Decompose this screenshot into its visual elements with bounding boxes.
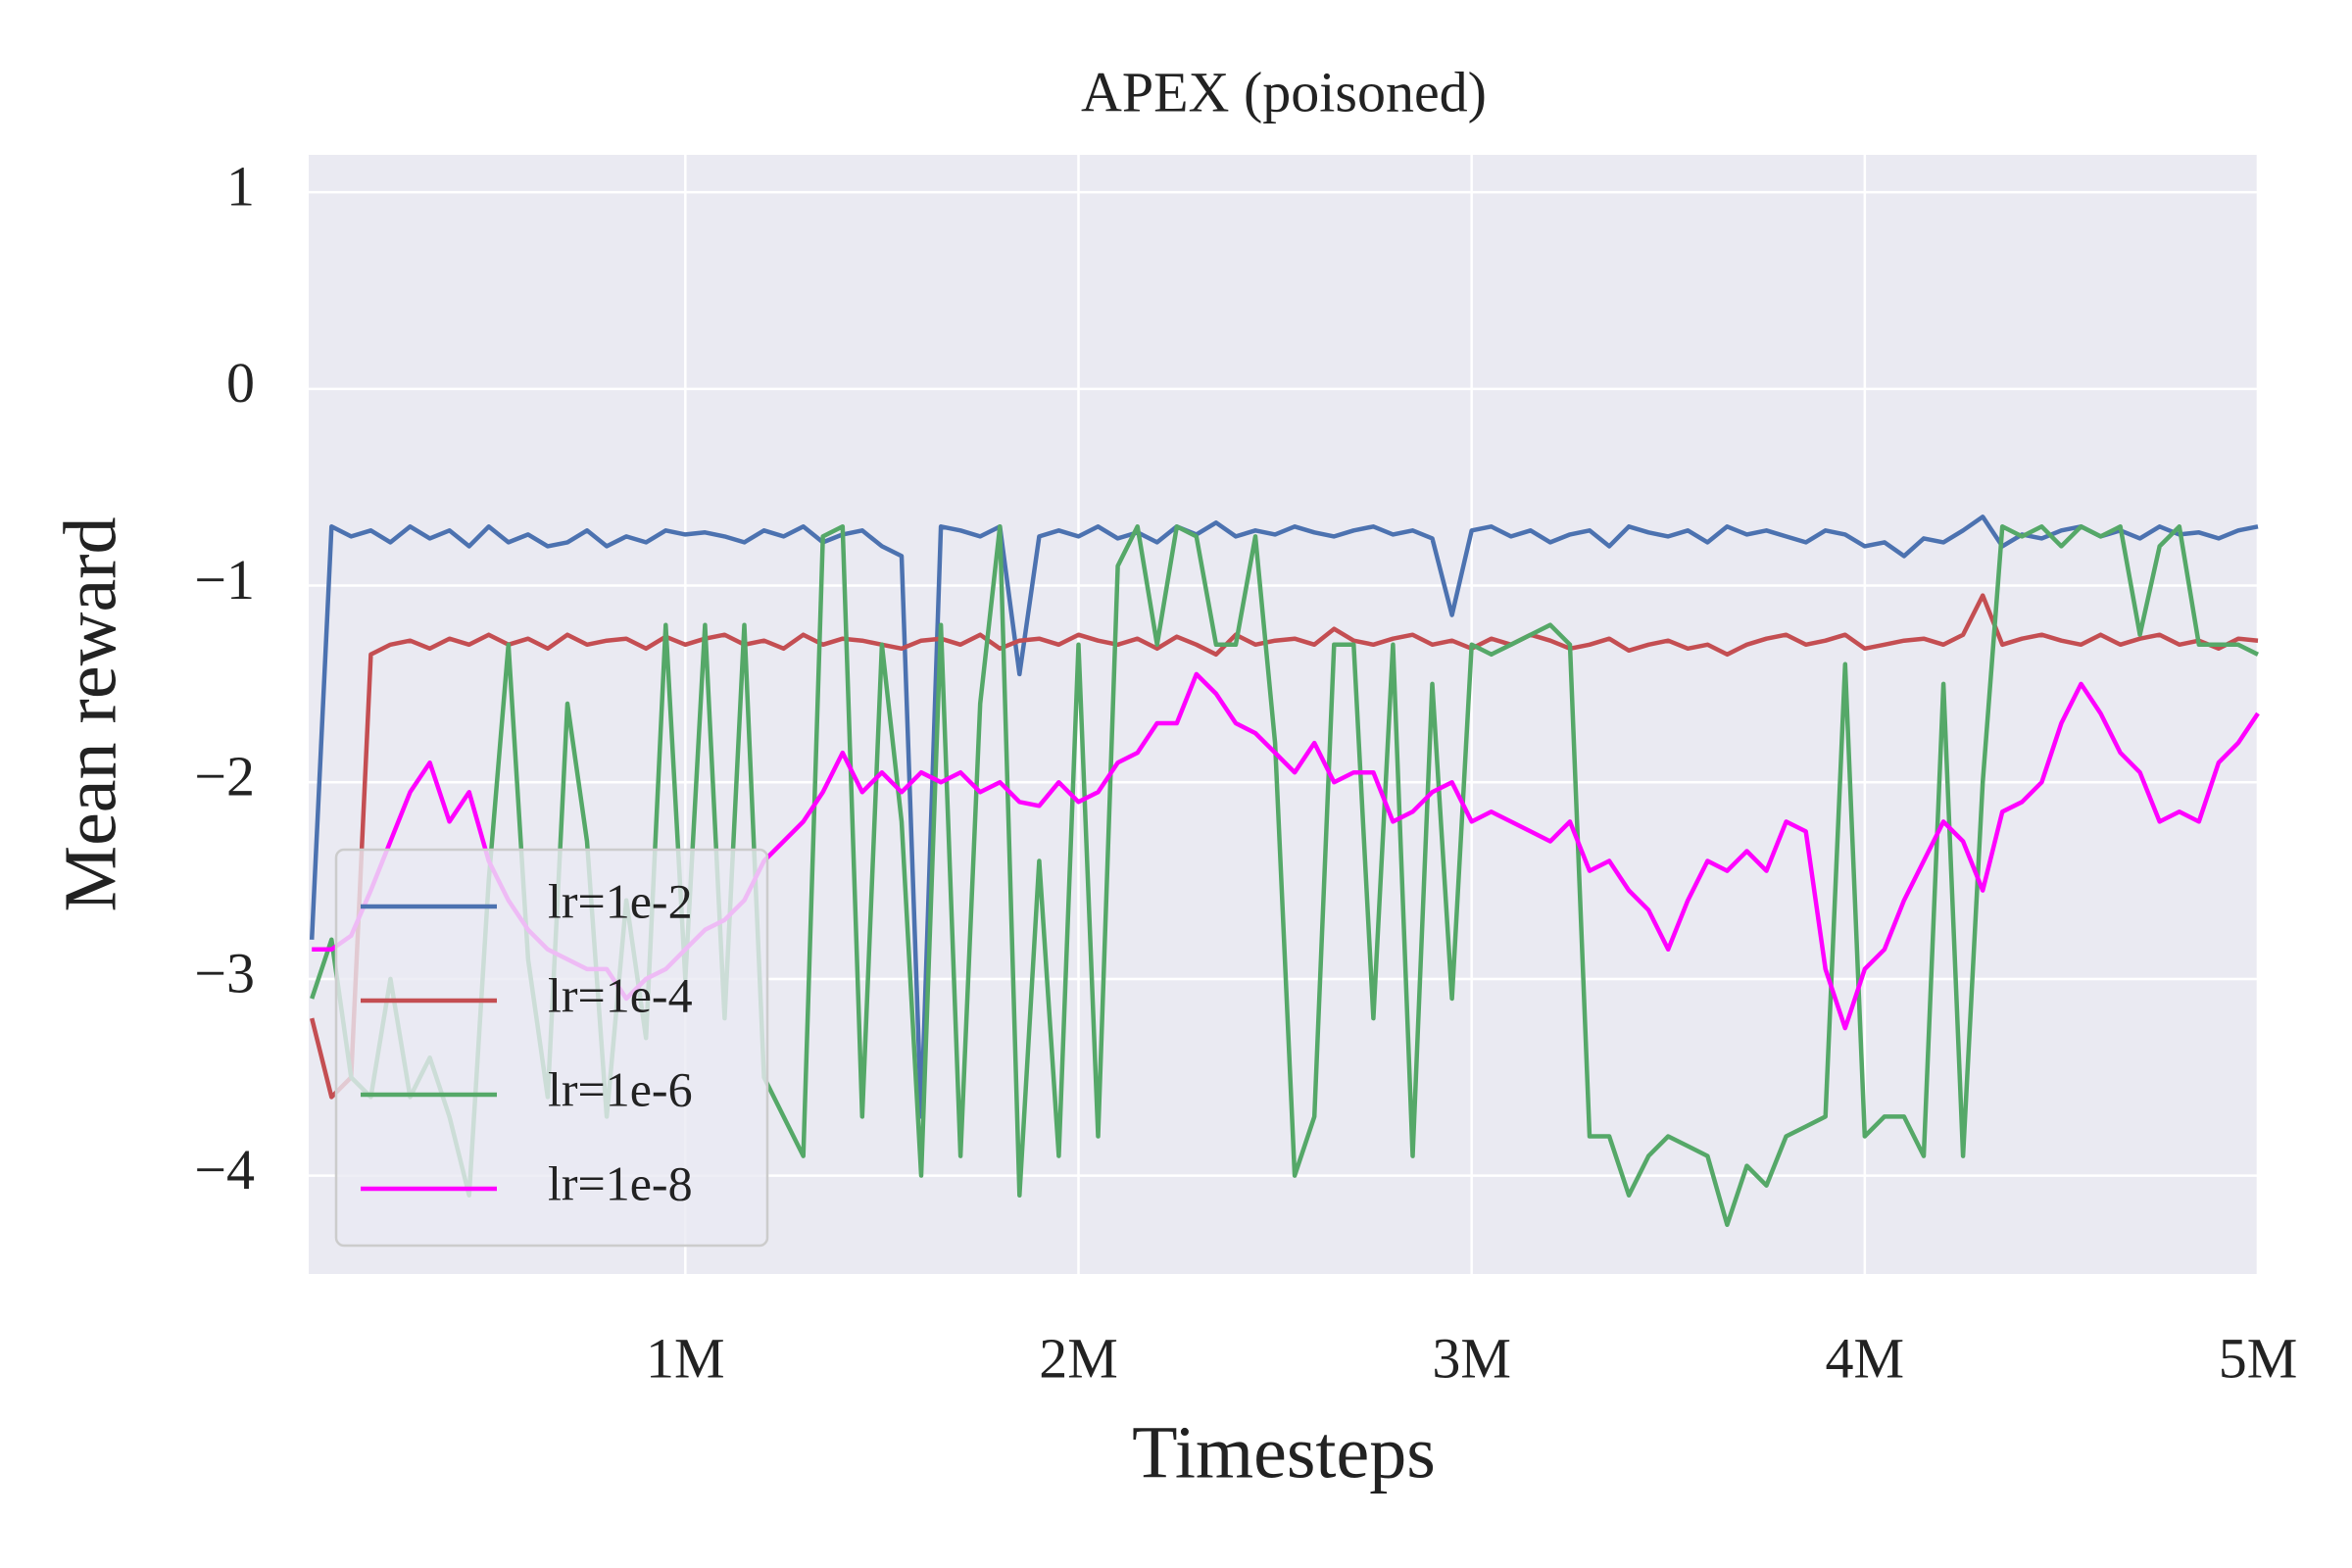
legend-label: lr=1e-2 (548, 873, 693, 928)
line-series (309, 514, 2259, 1119)
x-tick-label: 5M (2219, 1326, 2298, 1390)
legend-label: lr=1e-8 (548, 1155, 693, 1210)
legend-label: lr=1e-6 (548, 1061, 693, 1116)
y-tick-label: 0 (226, 351, 255, 415)
y-tick-label: −3 (194, 941, 255, 1004)
y-tick-label: 1 (226, 154, 255, 218)
x-tick-label: 3M (1432, 1326, 1511, 1390)
line-series (310, 593, 2259, 1100)
legend-box (334, 848, 769, 1248)
x-tick-label: 4M (1826, 1326, 1905, 1390)
x-tick-label: 1M (646, 1326, 725, 1390)
legend-label: lr=1e-4 (548, 967, 693, 1022)
x-axis-label: Timesteps (1132, 1411, 1436, 1494)
y-axis-label: Mean reward (49, 516, 131, 911)
y-tick-label: −4 (194, 1138, 255, 1201)
x-tick-label: 2M (1039, 1326, 1118, 1390)
chart-title: APEX (poisoned) (1081, 60, 1487, 123)
y-tick-label: −2 (194, 745, 255, 808)
y-tick-label: −1 (194, 548, 255, 612)
